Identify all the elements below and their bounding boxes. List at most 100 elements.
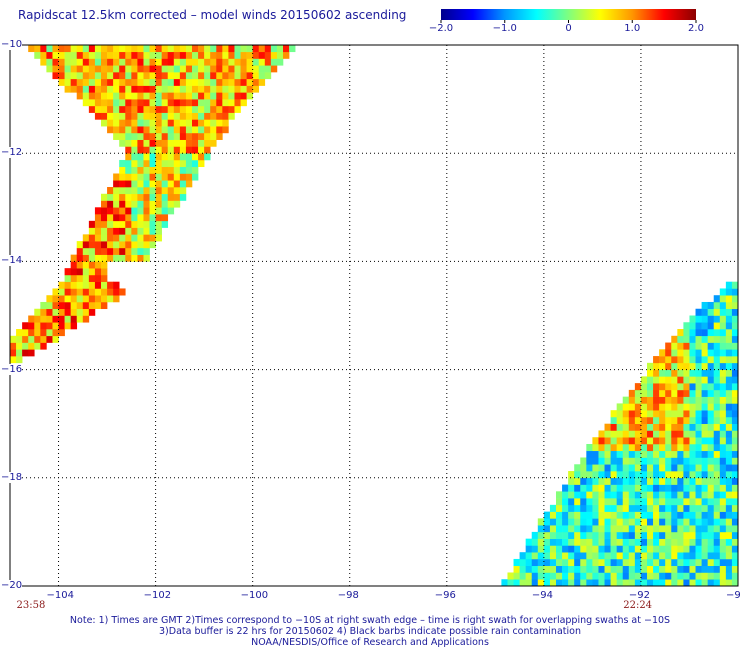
wind-difference-cell [568, 572, 575, 580]
wind-difference-cell [586, 558, 593, 567]
wind-difference-cell [258, 51, 266, 59]
wind-difference-cell [701, 356, 708, 364]
wind-difference-cell [137, 166, 144, 174]
wind-difference-cell [107, 247, 114, 255]
wind-difference-cell [113, 72, 120, 80]
wind-difference-cell [586, 545, 593, 553]
wind-difference-cell [149, 126, 156, 134]
wind-difference-cell [725, 464, 733, 472]
wind-difference-cell [677, 443, 684, 452]
wind-difference-cell [94, 92, 102, 100]
wind-difference-cell [695, 504, 702, 512]
wind-difference-cell [665, 498, 672, 506]
wind-difference-cell [82, 274, 90, 282]
wind-difference-cell [94, 301, 102, 310]
wind-difference-cell [628, 464, 636, 472]
wind-difference-cell [513, 565, 520, 573]
wind-difference-cell [143, 166, 150, 174]
wind-difference-cell [659, 531, 666, 539]
wind-difference-cell [653, 383, 660, 391]
wind-difference-cell [592, 484, 599, 492]
wind-difference-cell [556, 538, 563, 546]
wind-difference-cell [622, 471, 630, 479]
wind-difference-cell [574, 464, 581, 472]
wind-difference-cell [94, 295, 102, 303]
wind-difference-cell [725, 369, 733, 377]
wind-difference-cell [713, 443, 721, 452]
wind-difference-cell [622, 430, 630, 438]
wind-difference-cell [634, 484, 642, 492]
wind-difference-cell [707, 403, 715, 411]
wind-difference-cell [94, 261, 102, 269]
wind-difference-cell [719, 329, 727, 337]
wind-difference-cell [671, 579, 678, 587]
wind-difference-cell [665, 349, 672, 357]
wind-difference-cell [628, 416, 636, 424]
wind-difference-cell [204, 45, 211, 53]
wind-difference-cell [562, 484, 569, 492]
wind-difference-cell [622, 572, 630, 580]
wind-difference-cell [719, 288, 727, 296]
wind-difference-cell [525, 579, 533, 587]
wind-difference-cell [76, 281, 84, 289]
wind-difference-cell [659, 430, 666, 438]
wind-difference-cell [52, 65, 59, 73]
wind-difference-cell [167, 146, 175, 154]
wind-difference-cell [701, 498, 708, 506]
wind-difference-cell [222, 99, 229, 107]
wind-difference-cell [101, 78, 108, 86]
wind-difference-cell [592, 572, 599, 580]
wind-difference-cell [167, 45, 175, 53]
wind-difference-cell [725, 362, 733, 370]
wind-difference-cell [677, 477, 684, 485]
wind-difference-cell [665, 369, 672, 377]
wind-difference-cell [731, 410, 739, 418]
wind-difference-cell [665, 477, 672, 485]
wind-difference-cell [713, 491, 721, 499]
wind-difference-cell [574, 545, 581, 553]
wind-difference-cell [137, 180, 144, 188]
wind-difference-cell [671, 491, 678, 499]
wind-difference-cell [653, 403, 660, 411]
wind-difference-cell [725, 552, 733, 560]
wind-difference-cell [101, 119, 108, 127]
wind-difference-cell [604, 443, 611, 452]
wind-difference-cell [119, 45, 126, 53]
wind-difference-cell [634, 531, 642, 539]
wind-difference-cell [713, 322, 721, 330]
wind-difference-cell [647, 464, 654, 472]
wind-difference-cell [179, 132, 187, 140]
wind-difference-cell [610, 450, 617, 458]
wind-difference-cell [107, 85, 114, 93]
wind-difference-cell [677, 362, 684, 370]
wind-difference-cell [258, 58, 266, 66]
wind-difference-cell [216, 65, 223, 73]
wind-difference-cell [234, 99, 241, 107]
wind-difference-cell [185, 72, 193, 80]
wind-difference-cell [185, 105, 193, 113]
wind-difference-cell [204, 146, 211, 154]
wind-difference-cell [173, 51, 181, 59]
wind-difference-cell [707, 525, 715, 533]
wind-difference-cell [179, 139, 187, 147]
wind-difference-cell [616, 416, 624, 424]
wind-difference-cell [173, 132, 181, 140]
wind-difference-cell [173, 119, 181, 127]
wind-difference-cell [149, 173, 156, 181]
wind-difference-cell [586, 525, 593, 533]
wind-difference-cell [610, 477, 617, 485]
wind-difference-cell [143, 99, 150, 107]
wind-difference-cell [185, 99, 193, 107]
wind-difference-cell [64, 274, 71, 282]
wind-difference-cell [634, 443, 642, 452]
wind-difference-cell [149, 166, 156, 174]
wind-difference-cell [725, 308, 733, 316]
wind-difference-cell [659, 443, 666, 452]
wind-difference-cell [149, 58, 156, 66]
wind-difference-cell [222, 92, 229, 100]
wind-difference-cell [725, 511, 733, 519]
wind-difference-cell [76, 72, 84, 80]
wind-difference-cell [731, 383, 739, 391]
wind-difference-cell [604, 484, 611, 492]
wind-difference-cell [707, 389, 715, 397]
